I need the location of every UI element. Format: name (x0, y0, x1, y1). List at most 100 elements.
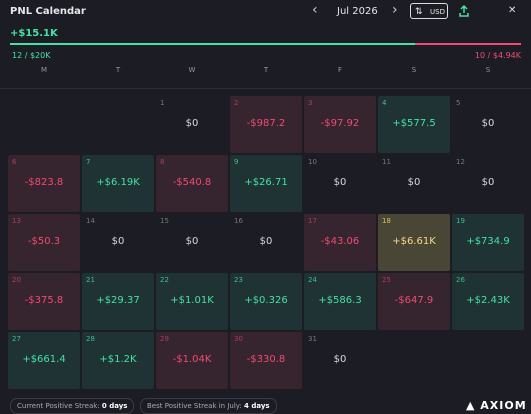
day-cell[interactable]: 16 $0 (230, 214, 302, 271)
day-number: 30 (234, 335, 243, 343)
day-cell[interactable]: 4 +$577.5 (378, 96, 450, 153)
day-number: 28 (86, 335, 95, 343)
day-cell[interactable]: 18 +$6.61K (378, 214, 450, 271)
day-cell[interactable]: 24 +$586.3 (304, 273, 376, 330)
day-cell[interactable]: 8 -$540.8 (156, 155, 228, 212)
day-number: 14 (86, 217, 95, 225)
day-cell[interactable]: 31 $0 (304, 332, 376, 389)
brand: ▲ AXIOM (466, 399, 527, 412)
day-cell[interactable]: 1 $0 (156, 96, 228, 153)
day-pnl: $0 (333, 177, 347, 188)
brand-text: AXIOM (480, 399, 527, 412)
day-cell[interactable]: 28 +$1.2K (82, 332, 154, 389)
label: Current Positive Streak: (17, 402, 100, 410)
day-pnl: -$375.8 (24, 295, 64, 306)
day-pnl: +$1.2K (99, 354, 137, 365)
day-number: 19 (456, 217, 465, 225)
day-number: 11 (382, 158, 391, 166)
day-number: 21 (86, 276, 95, 284)
total-pnl: +$15.1K (10, 28, 58, 39)
day-cell[interactable]: 3 -$97.92 (304, 96, 376, 153)
day-cell[interactable]: 6 -$823.8 (8, 155, 80, 212)
win-bar (10, 43, 415, 45)
day-cell[interactable]: 2 -$987.2 (230, 96, 302, 153)
day-cell[interactable]: 9 +$26.71 (230, 155, 302, 212)
current-streak: Current Positive Streak: 0 days (10, 398, 135, 414)
day-cell[interactable]: 29 -$1.04K (156, 332, 228, 389)
title: PNL Calendar (10, 6, 86, 17)
calendar-grid: 1 $0 2 -$987.2 3 -$97.92 4 +$577.5 5 $0 6 -$823.8 7 +… (8, 96, 524, 389)
prev-month[interactable]: ‹ (312, 2, 318, 18)
day-pnl: -$540.8 (172, 177, 212, 188)
day-cell[interactable]: 7 +$6.19K (82, 155, 154, 212)
day-pnl: $0 (481, 177, 495, 188)
day-number: 20 (12, 276, 21, 284)
day-number: 23 (234, 276, 243, 284)
day-cell[interactable]: 30 -$330.8 (230, 332, 302, 389)
empty-cell (378, 332, 450, 389)
close[interactable]: ✕ (508, 5, 517, 16)
day-number: 27 (12, 335, 21, 343)
day-pnl: +$6.61K (392, 236, 436, 247)
share-icon[interactable] (458, 5, 470, 17)
next-month[interactable]: › (392, 2, 398, 18)
day-pnl: -$1.04K (172, 354, 212, 365)
day-number: 31 (308, 335, 317, 343)
day-cell[interactable]: 26 +$2.43K (452, 273, 524, 330)
day-cell[interactable]: 19 +$734.9 (452, 214, 524, 271)
day-cell[interactable]: 14 $0 (82, 214, 154, 271)
divider (0, 88, 531, 89)
day-number: 9 (234, 158, 239, 166)
day-cell[interactable]: 27 +$661.4 (8, 332, 80, 389)
day-number: 3 (308, 99, 313, 107)
day-cell[interactable]: 13 -$50.3 (8, 214, 80, 271)
day-pnl: -$987.2 (246, 118, 286, 129)
day-cell[interactable]: 21 +$29.37 (82, 273, 154, 330)
day-cell[interactable]: 15 $0 (156, 214, 228, 271)
day-number: 29 (160, 335, 169, 343)
day-number: 10 (308, 158, 317, 166)
day-pnl: +$586.3 (318, 295, 362, 306)
day-cell[interactable]: 12 $0 (452, 155, 524, 212)
day-pnl: -$50.3 (27, 236, 61, 247)
weekday: S (411, 66, 417, 74)
day-number: 26 (456, 276, 465, 284)
day-cell[interactable]: 10 $0 (304, 155, 376, 212)
day-number: 13 (12, 217, 21, 225)
day-number: 6 (12, 158, 17, 166)
wins: 12 / $20K (12, 51, 51, 60)
losses: 10 / $4.94K (474, 51, 521, 60)
day-pnl: +$577.5 (392, 118, 436, 129)
day-cell[interactable]: 25 -$647.9 (378, 273, 450, 330)
best-streak: Best Positive Streak in July: 4 days (140, 398, 277, 414)
value: 0 days (101, 402, 128, 410)
day-cell[interactable]: 20 -$375.8 (8, 273, 80, 330)
currency: USD (430, 8, 445, 16)
day-pnl: +$661.4 (22, 354, 66, 365)
day-number: 16 (234, 217, 243, 225)
day-number: 25 (382, 276, 391, 284)
swap-icon: ⇅ (415, 7, 423, 17)
day-pnl: -$97.92 (320, 118, 360, 129)
day-number: 15 (160, 217, 169, 225)
day-pnl: -$823.8 (24, 177, 64, 188)
value: 4 days (244, 402, 270, 410)
month: Jul 2026 (337, 6, 378, 17)
day-pnl: +$6.19K (96, 177, 140, 188)
day-cell[interactable]: 11 $0 (378, 155, 450, 212)
weekday: T (263, 66, 269, 74)
day-number: 2 (234, 99, 239, 107)
day-pnl: $0 (185, 236, 199, 247)
day-cell[interactable]: 22 +$1.01K (156, 273, 228, 330)
day-number: 8 (160, 158, 165, 166)
empty-cell (8, 96, 80, 153)
day-cell[interactable]: 5 $0 (452, 96, 524, 153)
day-number: 12 (456, 158, 465, 166)
day-number: 1 (160, 99, 165, 107)
currency-toggle[interactable]: ⇅ USD (410, 3, 448, 19)
empty-cell (82, 96, 154, 153)
day-cell[interactable]: 23 +$0.326 (230, 273, 302, 330)
day-cell[interactable]: 17 -$43.06 (304, 214, 376, 271)
day-pnl: $0 (259, 236, 273, 247)
